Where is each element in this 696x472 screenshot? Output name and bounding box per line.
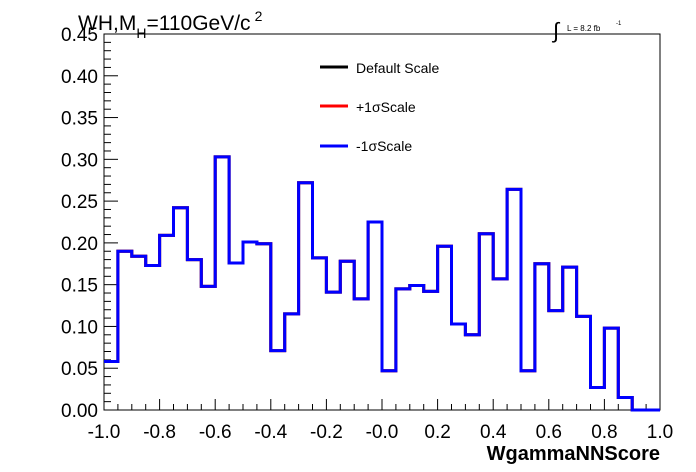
- luminosity-label: L = 8.2 fb: [567, 24, 601, 33]
- y-tick-label: 0.35: [61, 109, 98, 130]
- series-line-2: [104, 155, 660, 412]
- luminosity-exponent: -1: [616, 21, 622, 27]
- x-tick-label: -0.6: [199, 422, 232, 443]
- x-tick-label: 0.4: [480, 422, 507, 443]
- x-tick-label: -0.2: [310, 422, 343, 443]
- legend-label-plus: +1σScale: [356, 99, 416, 115]
- y-tick-label: 0.10: [61, 317, 98, 338]
- legend-label-minus: -1σScale: [356, 138, 412, 154]
- y-tick-label: 0.20: [61, 234, 98, 255]
- title-main-2: =110GeV/c: [146, 12, 250, 35]
- x-tick-label: -0.8: [143, 422, 176, 443]
- chart-title: WH,MH=110GeV/c 2: [78, 8, 263, 41]
- y-tick-label: 0.40: [61, 67, 98, 88]
- y-tick-label: 0.45: [61, 25, 98, 46]
- x-tick-label: -0.4: [254, 422, 287, 443]
- axes: 0.00 0.05 0.10 0.15 0.20 0.25 0.30 0.35 0.40 0.45…: [61, 25, 673, 443]
- legend: Default Scale +1σScale -1σScale: [320, 60, 439, 154]
- x-axis-title: WgammaNNScore: [487, 443, 660, 465]
- integral-symbol: ∫: [551, 18, 561, 43]
- series-group: [104, 155, 660, 412]
- y-tick-label: 0.25: [61, 192, 98, 213]
- x-tick-label: 0.6: [536, 422, 562, 443]
- x-tick-label: 1.0: [647, 422, 673, 443]
- x-tick-label: -1.0: [88, 422, 121, 443]
- title-superscript: 2: [255, 8, 263, 24]
- title-subscript: H: [136, 25, 146, 41]
- y-tick-label: 0.05: [61, 359, 98, 380]
- x-tick-label: 0.2: [424, 422, 450, 443]
- title-main: WH,M: [78, 12, 136, 35]
- y-tick-label: 0.00: [61, 401, 98, 422]
- legend-label-default: Default Scale: [356, 60, 439, 76]
- y-tick-label: 0.30: [61, 150, 98, 171]
- y-tick-label: 0.15: [61, 276, 98, 297]
- x-tick-label: 0.8: [591, 422, 617, 443]
- x-tick-label: -0.0: [366, 422, 399, 443]
